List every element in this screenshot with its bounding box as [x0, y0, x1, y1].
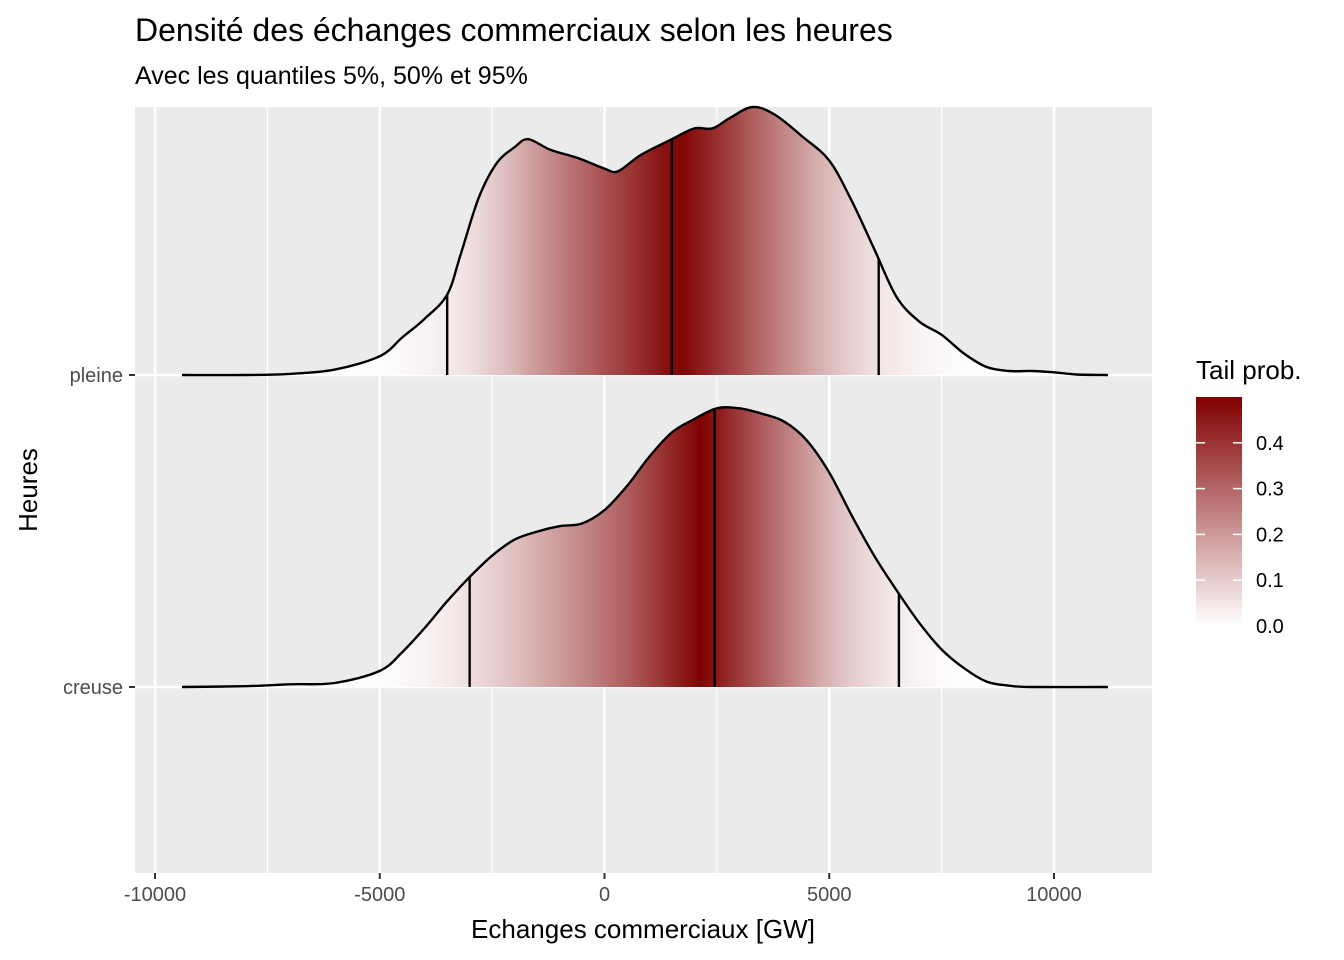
x-axis: -10000 -5000 0 5000 10000	[124, 873, 1082, 906]
ridge-fill-pleine	[182, 106, 1108, 376]
x-tick-label: -10000	[124, 884, 186, 906]
legend-colorbar	[1196, 397, 1242, 626]
y-axis-title: Heures	[13, 448, 43, 532]
x-tick-label: 5000	[807, 884, 852, 906]
chart-title: Densité des échanges commerciaux selon l…	[135, 12, 893, 48]
legend-label: 0.2	[1256, 524, 1284, 546]
x-tick-label: -5000	[354, 884, 405, 906]
legend-label: 0.0	[1256, 616, 1284, 638]
legend-label: 0.4	[1256, 433, 1284, 455]
ridge-outline-creuse	[181, 406, 1108, 689]
x-tick-label: 0	[599, 884, 610, 906]
legend-label: 0.3	[1256, 479, 1284, 501]
y-tick-label: creuse	[63, 677, 123, 699]
ridge-fill-creuse	[182, 407, 1108, 688]
ridge-creuse	[181, 406, 1108, 689]
ridge-outline-pleine	[181, 105, 1108, 377]
legend: Tail prob. 0.0 0.1 0.2 0.3 0.4	[1196, 355, 1302, 638]
y-axis: creuse pleine	[63, 365, 135, 699]
legend-title: Tail prob.	[1196, 355, 1302, 385]
legend-label: 0.1	[1256, 570, 1284, 592]
ridge-pleine	[181, 105, 1108, 377]
chart-subtitle: Avec les quantiles 5%, 50% et 95%	[135, 62, 528, 90]
y-tick-label: pleine	[70, 365, 123, 387]
x-tick-label: 10000	[1026, 884, 1082, 906]
density-ridges	[181, 105, 1108, 689]
x-axis-title: Echanges commerciaux [GW]	[471, 914, 815, 944]
